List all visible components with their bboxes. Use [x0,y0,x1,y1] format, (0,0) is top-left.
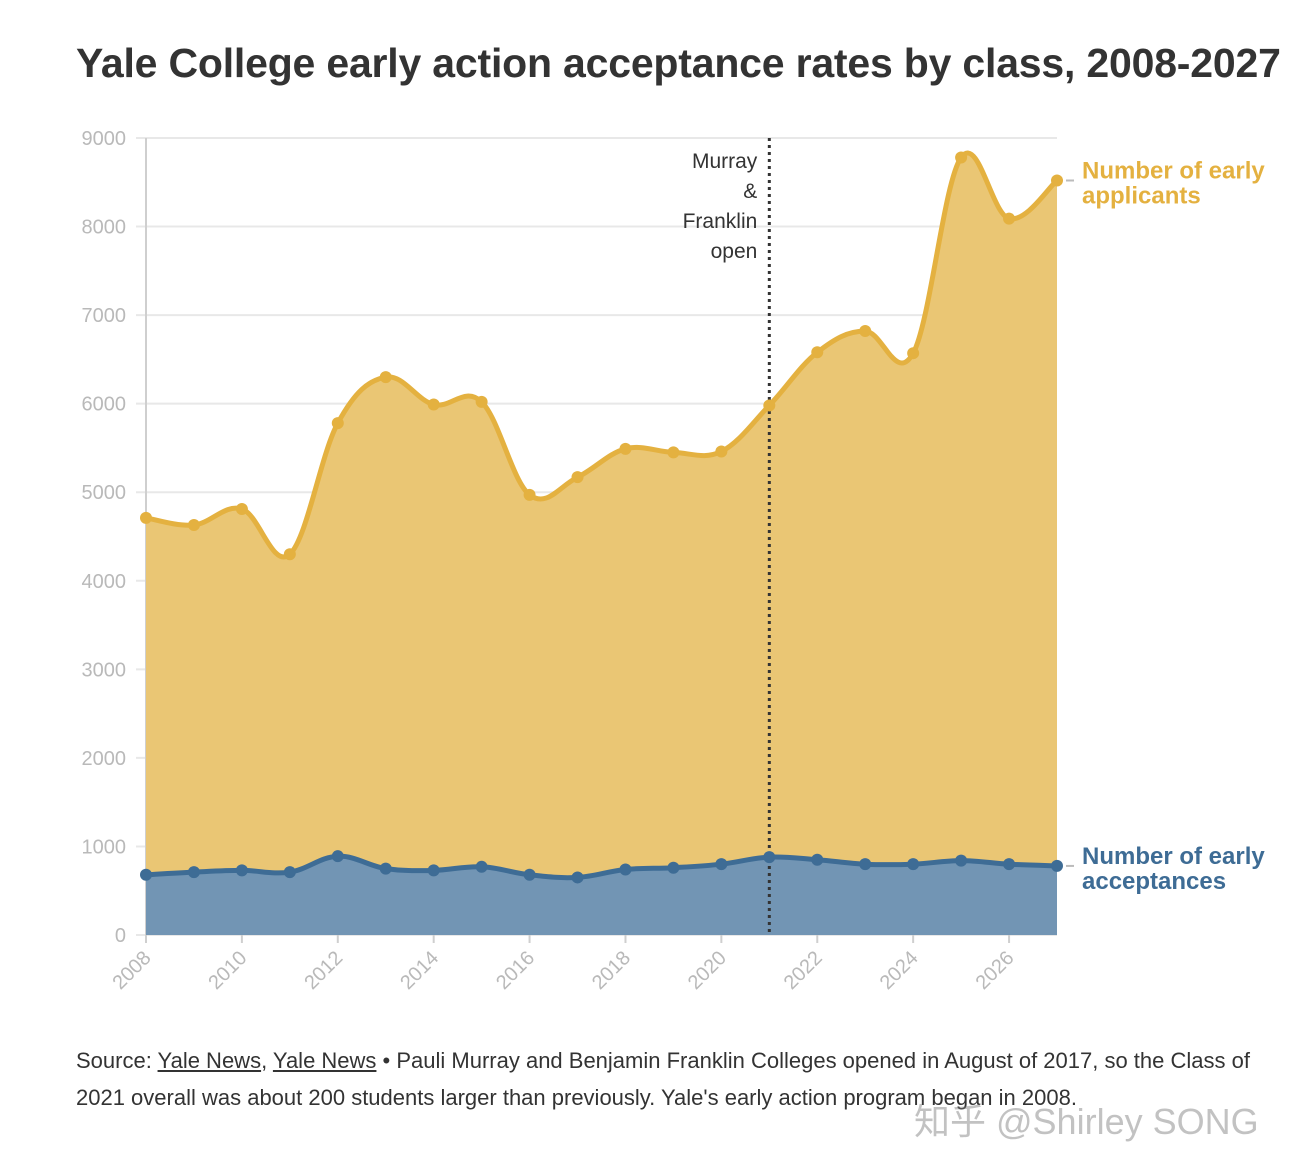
data-point [667,861,680,874]
series-label: acceptances [1082,868,1226,895]
series-label: Number of early [1082,843,1265,870]
series-label: Number of early [1082,158,1265,185]
data-point [1051,174,1063,187]
source-footer: Source: Yale News, Yale News • Pauli Mur… [76,1042,1266,1116]
data-point [715,445,728,458]
y-tick-label: 3000 [82,659,127,681]
data-point [811,346,824,359]
data-point [715,858,728,871]
data-point [619,863,632,876]
annotation-text: open [711,240,758,263]
area-chart: 0 1000 2000 3000 4000 5000 6000 7000 8000 9000 20… [82,128,1266,994]
data-point [523,488,536,501]
series-points [140,151,1063,884]
x-axis-ticks: 2008 2010 2012 2014 2016 2018 2020 2022 2024 2026 [109,935,1019,994]
data-point [379,862,392,875]
watermark: 知乎 @Shirley SONG [914,1101,1259,1142]
y-tick-label: 9000 [82,128,127,150]
data-point [140,511,152,524]
data-point [475,860,488,873]
data-point [571,871,584,884]
data-point [427,398,440,411]
data-point [140,868,152,881]
y-tick-label: 4000 [82,571,127,593]
data-point [763,399,776,412]
data-point [859,325,872,338]
data-point [331,850,344,863]
data-point [331,417,344,430]
data-point [235,864,248,877]
data-point [1051,859,1063,872]
data-point [187,518,200,531]
data-point [1003,212,1016,225]
y-tick-label: 1000 [82,836,127,858]
data-point [955,151,968,164]
data-point [379,371,392,384]
data-point [763,851,776,864]
y-tick-label: 7000 [82,305,127,327]
source-prefix: Source: [76,1048,158,1073]
x-tick-label: 2014 [396,947,443,994]
x-tick-label: 2008 [109,947,156,994]
x-tick-label: 2024 [876,947,923,994]
x-tick-label: 2016 [492,947,539,994]
y-tick-label: 5000 [82,482,127,504]
y-tick-label: 8000 [82,217,127,239]
source-link-2[interactable]: Yale News [272,1048,377,1073]
data-point [955,854,968,867]
y-tick-label: 0 [115,925,126,947]
data-point [859,858,872,871]
source-link-1[interactable]: Yale News [157,1048,262,1073]
source-note: • Pauli Murray and Benjamin Franklin Col… [76,1048,1250,1110]
annotation-text: & [743,180,757,203]
data-point [571,471,584,484]
annotation-text: Murray [692,150,758,173]
y-tick-label: 6000 [82,394,127,416]
y-tick-label: 2000 [82,748,127,770]
series-line-0 [145,150,1059,560]
series-area-1 [146,856,1057,935]
annotation: Murray & Franklin open [683,138,771,935]
annotation-text: Franklin [683,210,758,233]
x-tick-label: 2018 [588,947,635,994]
data-point [1003,858,1016,871]
data-point [811,853,824,866]
x-tick-label: 2026 [972,947,1019,994]
data-point [283,548,296,561]
x-tick-label: 2020 [684,947,731,994]
x-tick-label: 2012 [300,947,347,994]
data-point [283,866,296,879]
data-point [907,347,920,360]
data-point [427,864,440,877]
series-areas [146,153,1057,936]
y-axis-ticks: 0 1000 2000 3000 4000 5000 6000 7000 8000 9000 [82,128,127,947]
series-label: applicants [1082,183,1201,210]
data-point [667,446,680,459]
data-point [907,858,920,871]
chart-title: Yale College early action acceptance rat… [76,40,1281,86]
data-point [235,503,248,516]
series-area-0 [146,153,1057,936]
data-point [619,442,632,455]
x-tick-label: 2010 [204,947,251,994]
x-tick-label: 2022 [780,947,827,994]
data-point [187,866,200,879]
source-sep: , [261,1048,273,1073]
data-point [475,395,488,408]
data-point [523,868,536,881]
